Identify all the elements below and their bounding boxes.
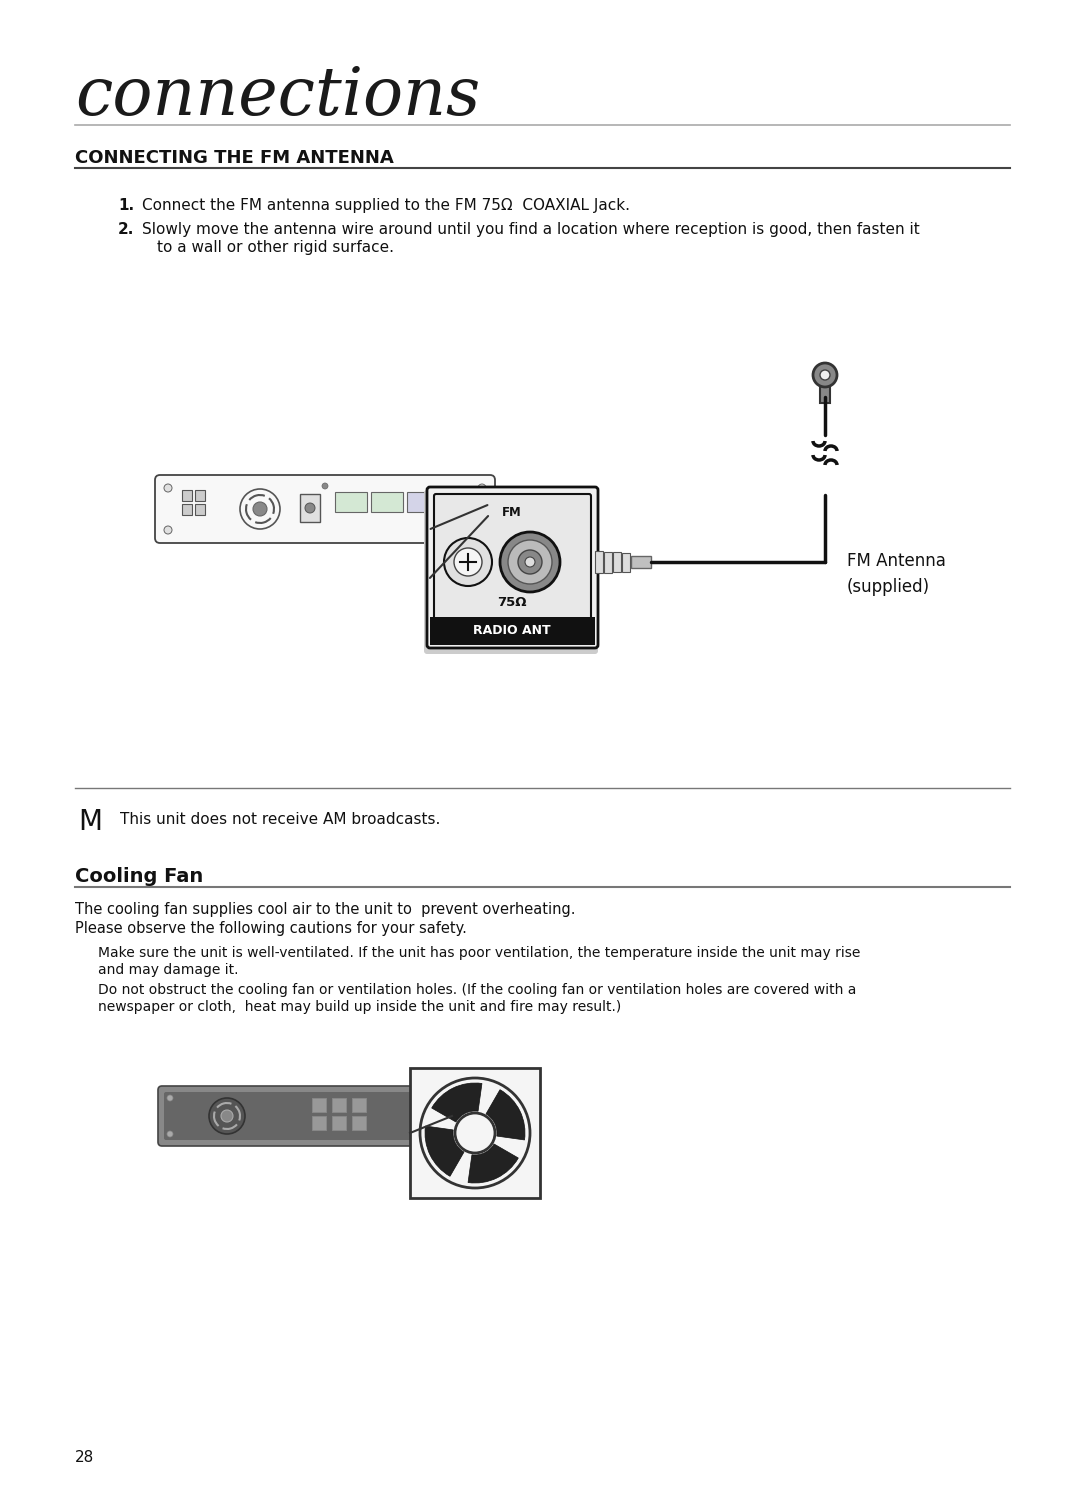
Bar (595, 551, 603, 573)
Circle shape (444, 539, 492, 586)
Text: to a wall or other rigid surface.: to a wall or other rigid surface. (157, 240, 394, 255)
Text: and may damage it.: and may damage it. (98, 962, 239, 977)
Text: M: M (78, 809, 102, 836)
Text: RADIO ANT: RADIO ANT (473, 625, 551, 637)
Circle shape (820, 370, 831, 380)
FancyBboxPatch shape (434, 494, 591, 621)
Text: The cooling fan supplies cool air to the unit to  prevent overheating.: The cooling fan supplies cool air to the… (75, 903, 576, 918)
Text: 75Ω: 75Ω (497, 595, 527, 609)
Wedge shape (432, 1083, 482, 1122)
Text: This unit does not receive AM broadcasts.: This unit does not receive AM broadcasts… (120, 812, 441, 827)
Circle shape (441, 1095, 447, 1101)
FancyBboxPatch shape (156, 474, 495, 543)
Text: 2.: 2. (118, 222, 134, 237)
Bar (465, 501, 483, 518)
Circle shape (478, 483, 486, 492)
Bar (820, 385, 831, 403)
Circle shape (441, 1131, 447, 1137)
Text: 1.: 1. (118, 198, 134, 213)
Bar (332, 1098, 346, 1112)
Text: Do not obstruct the cooling fan or ventilation holes. (If the cooling fan or ven: Do not obstruct the cooling fan or venti… (98, 983, 856, 997)
Bar (332, 1116, 346, 1129)
Text: 28: 28 (75, 1450, 94, 1465)
Bar (604, 552, 612, 573)
Bar (410, 1068, 540, 1198)
Bar (631, 557, 651, 568)
Bar (407, 492, 438, 512)
Bar (430, 618, 595, 645)
Bar (372, 492, 403, 512)
FancyBboxPatch shape (427, 486, 598, 648)
Text: Make sure the unit is well-ventilated. If the unit has poor ventilation, the tem: Make sure the unit is well-ventilated. I… (98, 946, 861, 959)
Bar (312, 1098, 326, 1112)
Text: Connect the FM antenna supplied to the FM 75Ω  COAXIAL Jack.: Connect the FM antenna supplied to the F… (141, 198, 630, 213)
Circle shape (455, 1113, 495, 1153)
Text: Slowly move the antenna wire around until you find a location where reception is: Slowly move the antenna wire around unti… (141, 222, 920, 237)
Circle shape (164, 483, 172, 492)
Wedge shape (426, 1126, 464, 1176)
Bar (352, 1116, 366, 1129)
FancyBboxPatch shape (164, 1092, 450, 1140)
Bar (300, 494, 320, 522)
Circle shape (305, 503, 315, 513)
Text: connections: connections (75, 64, 481, 128)
Bar (195, 504, 205, 515)
Circle shape (525, 557, 535, 567)
Circle shape (518, 551, 542, 574)
Circle shape (164, 527, 172, 534)
Text: newspaper or cloth,  heat may build up inside the unit and fire may result.): newspaper or cloth, heat may build up in… (98, 1000, 621, 1015)
Circle shape (322, 483, 328, 489)
FancyBboxPatch shape (424, 489, 598, 653)
Wedge shape (486, 1089, 525, 1140)
Text: FM: FM (502, 506, 522, 519)
Circle shape (253, 501, 267, 516)
Text: Cooling Fan: Cooling Fan (75, 867, 203, 886)
Circle shape (813, 363, 837, 386)
Bar (183, 504, 192, 515)
Bar (312, 1116, 326, 1129)
Circle shape (508, 540, 552, 583)
Circle shape (478, 527, 486, 534)
FancyBboxPatch shape (158, 1086, 456, 1146)
Circle shape (221, 1110, 233, 1122)
Bar (613, 552, 621, 571)
Bar (622, 552, 630, 571)
Text: FM Antenna: FM Antenna (847, 552, 946, 570)
Bar (335, 492, 367, 512)
Bar (445, 489, 463, 504)
Bar (352, 1098, 366, 1112)
Text: Please observe the following cautions for your safety.: Please observe the following cautions fo… (75, 921, 467, 935)
Text: CONNECTING THE FM ANTENNA: CONNECTING THE FM ANTENNA (75, 149, 394, 167)
Text: (supplied): (supplied) (847, 577, 930, 595)
Bar (443, 492, 475, 512)
Circle shape (454, 548, 482, 576)
Wedge shape (468, 1144, 518, 1183)
Bar (183, 489, 192, 501)
Circle shape (167, 1095, 173, 1101)
Circle shape (500, 533, 561, 592)
Circle shape (167, 1131, 173, 1137)
Bar (195, 489, 205, 501)
Circle shape (210, 1098, 245, 1134)
